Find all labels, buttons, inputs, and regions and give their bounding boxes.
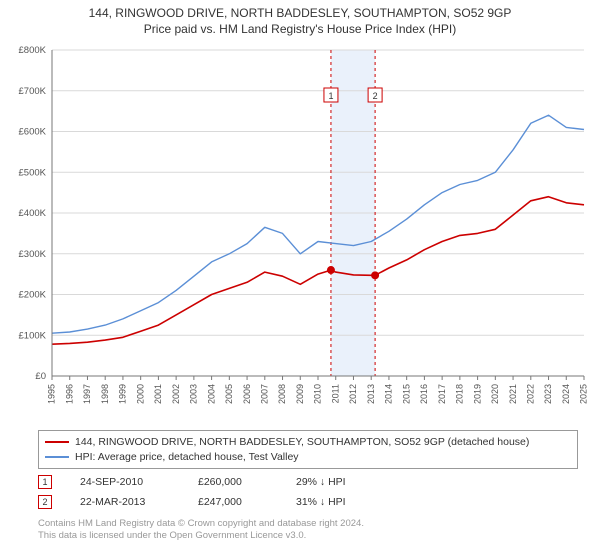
svg-text:1997: 1997 — [82, 384, 92, 404]
marker-date-2: 22-MAR-2013 — [80, 496, 170, 508]
svg-text:£100K: £100K — [19, 330, 47, 341]
marker-pct-1: 29% ↓ HPI — [296, 476, 386, 488]
legend-row-2: HPI: Average price, detached house, Test… — [45, 450, 571, 465]
svg-text:2007: 2007 — [260, 384, 270, 404]
svg-text:2008: 2008 — [277, 384, 287, 404]
chart-area: £0 £100K £200K £300K £400K £500K £600K £700K £80… — [8, 44, 592, 424]
svg-text:2003: 2003 — [189, 384, 199, 404]
legend-swatch-2 — [45, 456, 69, 458]
chart-container: 144, RINGWOOD DRIVE, NORTH BADDESLEY, SO… — [0, 0, 600, 560]
marker-pct-2: 31% ↓ HPI — [296, 496, 386, 508]
svg-text:2009: 2009 — [295, 384, 305, 404]
svg-text:£800K: £800K — [19, 45, 47, 56]
svg-text:2023: 2023 — [543, 384, 553, 404]
footer-line-1: Contains HM Land Registry data © Crown c… — [38, 518, 578, 530]
svg-text:2015: 2015 — [401, 384, 411, 404]
marker-price-1: £260,000 — [198, 476, 268, 488]
svg-text:£500K: £500K — [19, 167, 47, 178]
svg-text:£200K: £200K — [19, 290, 47, 301]
svg-text:2005: 2005 — [224, 384, 234, 404]
marker-date-1: 24-SEP-2010 — [80, 476, 170, 488]
svg-text:2018: 2018 — [455, 384, 465, 404]
legend-label-2: HPI: Average price, detached house, Test… — [75, 450, 299, 465]
svg-text:£300K: £300K — [19, 249, 47, 260]
footer-line-2: This data is licensed under the Open Gov… — [38, 530, 578, 542]
svg-text:2019: 2019 — [472, 384, 482, 404]
marker-badge-2: 2 — [38, 495, 52, 509]
svg-text:1999: 1999 — [118, 384, 128, 404]
svg-text:2022: 2022 — [526, 384, 536, 404]
legend-row-1: 144, RINGWOOD DRIVE, NORTH BADDESLEY, SO… — [45, 435, 571, 450]
svg-text:2001: 2001 — [153, 384, 163, 404]
svg-text:1: 1 — [328, 91, 333, 101]
svg-text:2024: 2024 — [561, 384, 571, 404]
line-chart-svg: £0 £100K £200K £300K £400K £500K £600K £700K £80… — [8, 44, 592, 424]
svg-text:2020: 2020 — [490, 384, 500, 404]
legend-label-1: 144, RINGWOOD DRIVE, NORTH BADDESLEY, SO… — [75, 435, 529, 450]
svg-text:2000: 2000 — [135, 384, 145, 404]
svg-text:2011: 2011 — [330, 384, 340, 403]
legend-box: 144, RINGWOOD DRIVE, NORTH BADDESLEY, SO… — [38, 430, 578, 469]
legend-swatch-1 — [45, 441, 69, 443]
title-subtitle: Price paid vs. HM Land Registry's House … — [10, 22, 590, 36]
marker-badge-1: 1 — [38, 475, 52, 489]
svg-text:2006: 2006 — [242, 384, 252, 404]
svg-text:2016: 2016 — [419, 384, 429, 404]
svg-text:1996: 1996 — [64, 384, 74, 404]
svg-text:2010: 2010 — [313, 384, 323, 404]
svg-text:2004: 2004 — [206, 384, 216, 404]
title-block: 144, RINGWOOD DRIVE, NORTH BADDESLEY, SO… — [0, 0, 600, 38]
svg-text:£0: £0 — [35, 371, 46, 382]
title-address: 144, RINGWOOD DRIVE, NORTH BADDESLEY, SO… — [10, 6, 590, 20]
svg-text:£600K: £600K — [19, 127, 47, 138]
svg-text:2: 2 — [373, 91, 378, 101]
svg-text:2025: 2025 — [579, 384, 589, 404]
svg-text:2014: 2014 — [384, 384, 394, 404]
footer-note: Contains HM Land Registry data © Crown c… — [38, 518, 578, 543]
svg-text:2002: 2002 — [171, 384, 181, 404]
svg-text:£400K: £400K — [19, 208, 47, 219]
svg-text:2012: 2012 — [348, 384, 358, 404]
marker-row-2: 2 22-MAR-2013 £247,000 31% ↓ HPI — [38, 492, 578, 512]
marker-row-1: 1 24-SEP-2010 £260,000 29% ↓ HPI — [38, 472, 578, 492]
svg-text:£700K: £700K — [19, 86, 47, 97]
marker-price-2: £247,000 — [198, 496, 268, 508]
svg-text:2013: 2013 — [366, 384, 376, 404]
svg-text:1998: 1998 — [100, 384, 110, 404]
marker-table: 1 24-SEP-2010 £260,000 29% ↓ HPI 2 22-MA… — [38, 472, 578, 512]
svg-text:1995: 1995 — [47, 384, 57, 404]
svg-text:2017: 2017 — [437, 384, 447, 404]
svg-text:2021: 2021 — [508, 384, 518, 404]
